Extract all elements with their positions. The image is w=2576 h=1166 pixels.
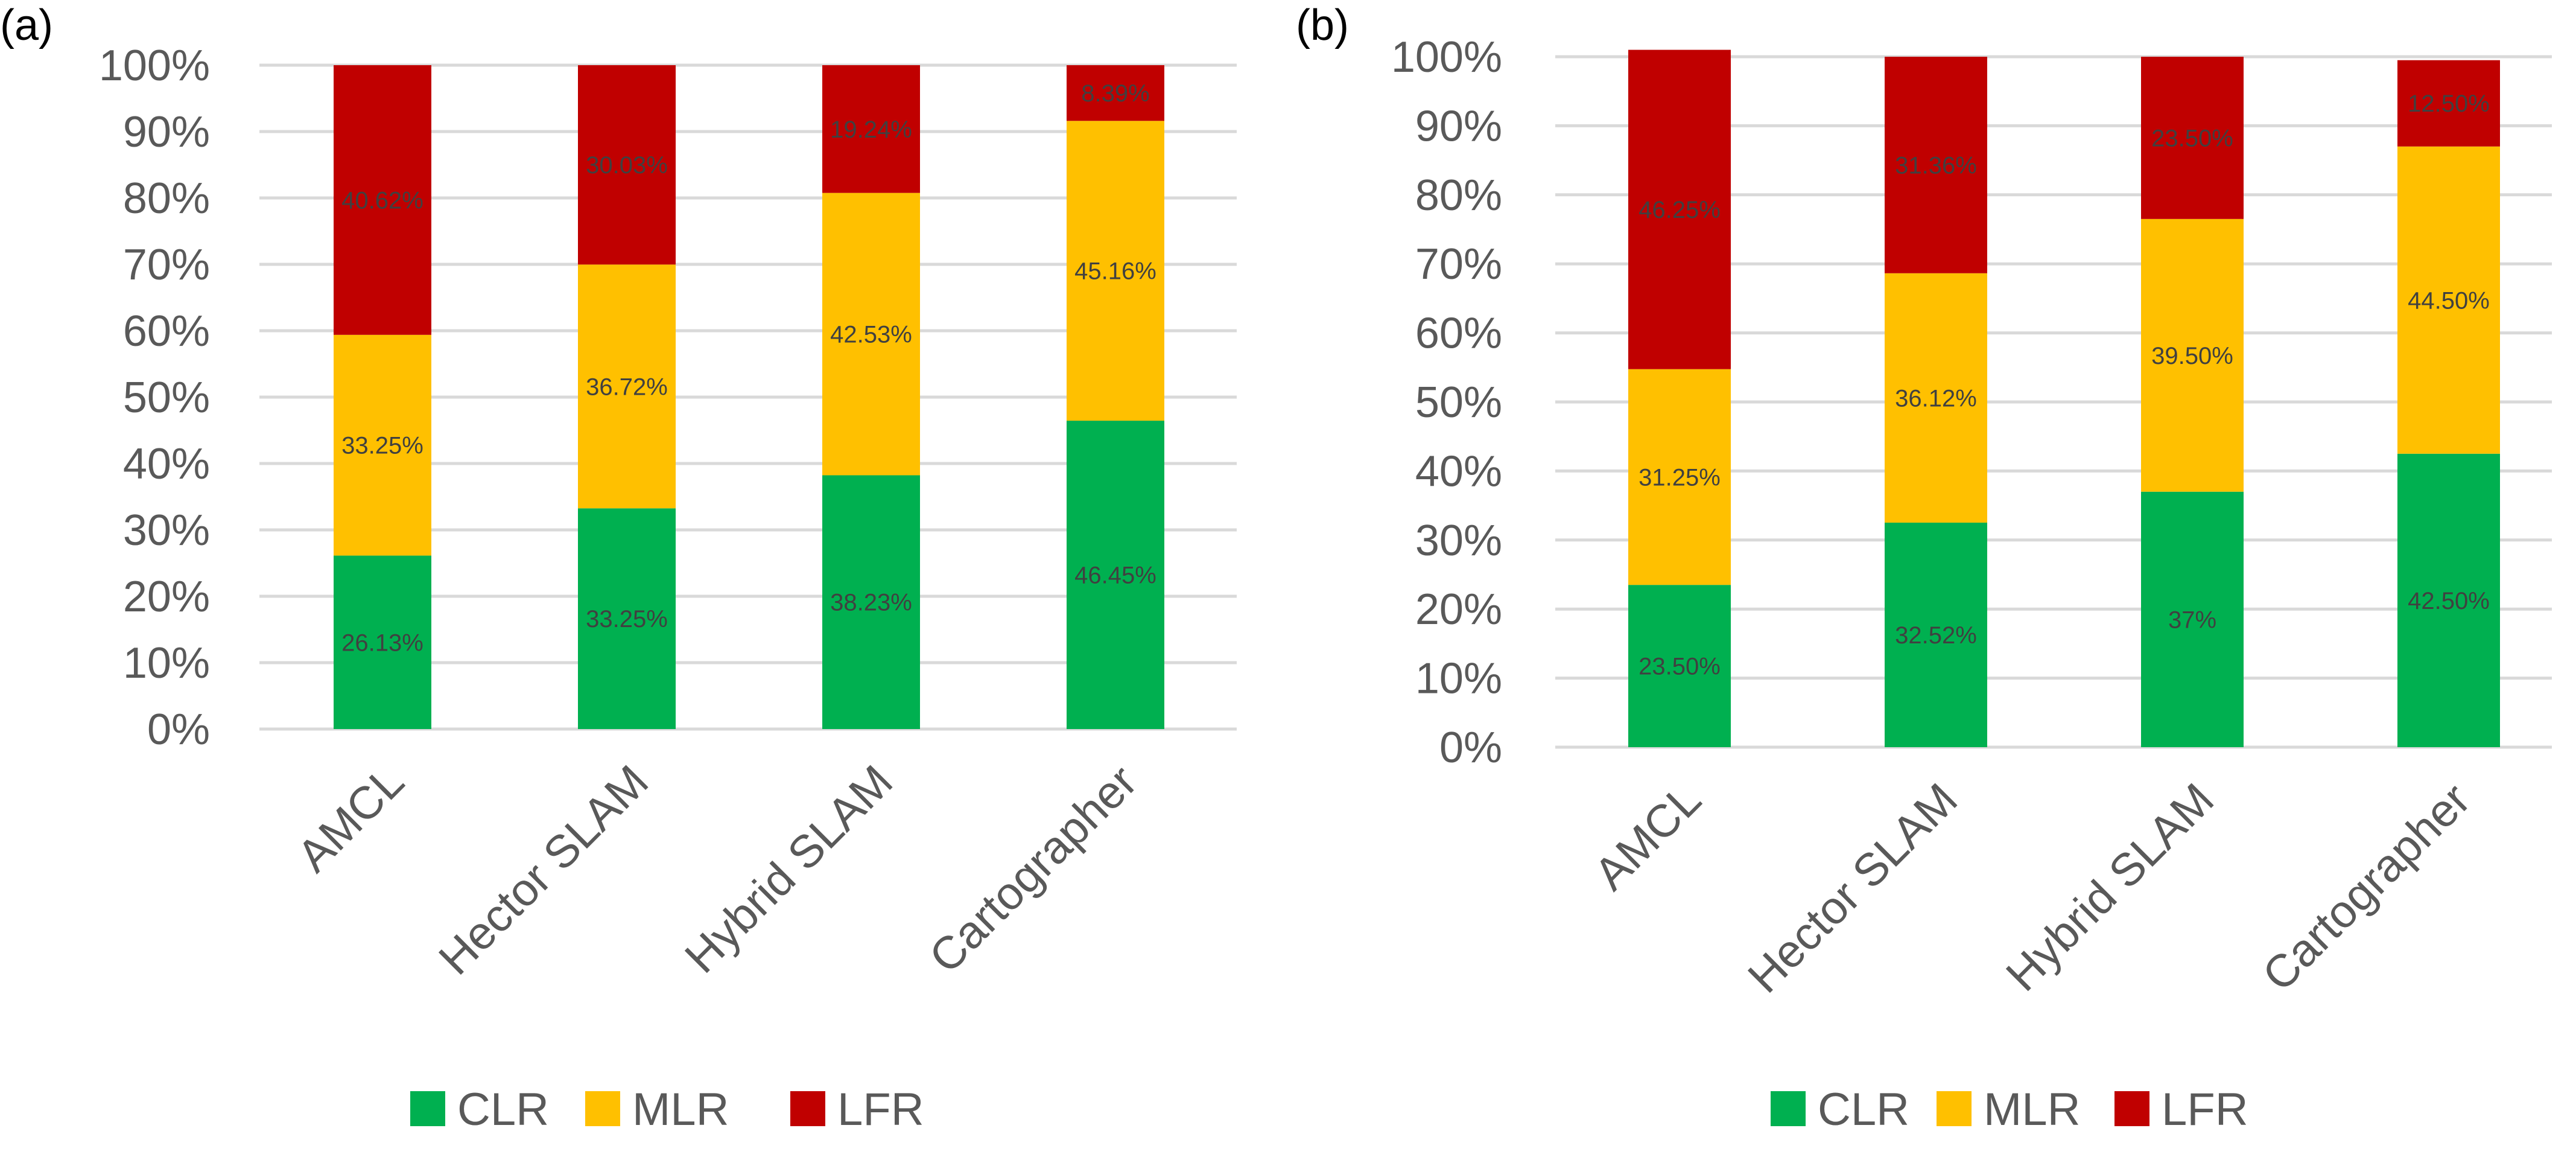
x-tick-label: AMCL — [288, 756, 414, 882]
data-label: 36.72% — [586, 374, 668, 400]
y-tick-label: 60% — [123, 307, 210, 355]
data-label: 46.25% — [1639, 197, 1721, 223]
bar-lfr-hybrid-slam — [2141, 57, 2244, 219]
legend-swatch-mlr — [1937, 1091, 1972, 1126]
panel-a-label: (a) — [0, 1, 53, 49]
bar-lfr-hector-slam — [578, 65, 676, 265]
data-label: 40.62% — [341, 187, 424, 214]
panel-b-label: (b) — [1296, 1, 1349, 49]
y-tick-label: 90% — [1415, 102, 1502, 150]
data-label: 26.13% — [341, 629, 424, 656]
y-tick-label: 40% — [123, 440, 210, 488]
x-tick-label: AMCL — [1585, 774, 1711, 900]
data-label: 19.24% — [830, 116, 912, 143]
y-tick-label: 40% — [1415, 447, 1502, 495]
y-tick-label: 30% — [1415, 517, 1502, 565]
data-label: 36.12% — [1895, 385, 1977, 412]
panel-a-chart: (a) 0% 10% 20% 30% 40% 50% 60% 70% 80% 90% 100% 26.… — [0, 1, 1237, 1135]
bar-mlr-amcl — [334, 334, 431, 556]
bar-mlr-hector-slam — [1885, 273, 1987, 523]
legend-swatch-clr — [410, 1091, 445, 1126]
bar-lfr-cartographer — [1067, 65, 1164, 121]
y-tick-label: 20% — [123, 573, 210, 621]
y-tick-label: 90% — [123, 108, 210, 156]
legend-label-lfr: LFR — [837, 1084, 924, 1135]
x-tick-label: Hector SLAM — [429, 756, 658, 985]
data-label: 46.45% — [1074, 562, 1156, 589]
bar-lfr-hector-slam — [1885, 57, 1987, 273]
legend-label-clr: CLR — [1818, 1084, 1909, 1135]
bar-clr-amcl — [1628, 585, 1731, 747]
legend-swatch-clr — [1771, 1091, 1806, 1126]
y-tick-label: 50% — [123, 374, 210, 422]
legend-label-mlr: MLR — [632, 1084, 729, 1135]
bar-mlr-amcl — [1628, 369, 1731, 585]
data-label: 37% — [2168, 607, 2216, 633]
y-tick-label: 70% — [123, 241, 210, 289]
data-label: 32.52% — [1895, 622, 1977, 649]
bar-lfr-hybrid-slam — [822, 65, 920, 193]
bar-mlr-cartographer — [2397, 146, 2500, 454]
data-label: 31.36% — [1895, 152, 1977, 179]
legend-swatch-lfr — [2114, 1091, 2149, 1126]
y-tick-label: 80% — [1415, 171, 1502, 220]
data-label: 30.03% — [586, 152, 668, 179]
bar-clr-hector-slam — [578, 508, 676, 729]
data-label: 45.16% — [1074, 258, 1156, 285]
x-tick-label: Hybrid SLAM — [675, 756, 903, 983]
bar-clr-hybrid-slam — [822, 475, 920, 729]
bar-clr-cartographer — [1067, 421, 1164, 729]
x-tick-label: Cartographer — [919, 756, 1147, 983]
y-tick-label: 50% — [1415, 378, 1502, 427]
y-tick-label: 70% — [1415, 240, 1502, 288]
y-tick-label: 100% — [1391, 33, 1502, 81]
bar-clr-hector-slam — [1885, 522, 1987, 747]
x-tick-label: Hybrid SLAM — [1996, 774, 2224, 1001]
bar-clr-hybrid-slam — [2141, 491, 2244, 747]
y-tick-label: 60% — [1415, 310, 1502, 358]
data-label: 23.50% — [2151, 125, 2233, 151]
y-tick-label: 0% — [1439, 724, 1502, 772]
data-label: 38.23% — [830, 590, 912, 616]
y-tick-label: 0% — [147, 706, 210, 754]
y-tick-label: 20% — [1415, 585, 1502, 634]
y-tick-label: 30% — [123, 506, 210, 555]
legend-label-clr: CLR — [457, 1084, 549, 1135]
legend-label-lfr: LFR — [2162, 1084, 2248, 1135]
x-tick-label: Hector SLAM — [1738, 774, 1967, 1003]
panel-b-chart: (b) 0% 10% 20% 30% 40% 50% 60% 70% 80% 90% 100% 23.… — [1296, 1, 2552, 1135]
y-tick-label: 10% — [123, 639, 210, 687]
bar-lfr-amcl — [334, 65, 431, 335]
x-tick-label: Cartographer — [2253, 774, 2480, 1001]
legend-swatch-mlr — [585, 1091, 620, 1126]
data-label: 42.50% — [2408, 588, 2490, 614]
legend-swatch-lfr — [790, 1091, 825, 1126]
data-label: 23.50% — [1639, 654, 1721, 680]
legend-label-mlr: MLR — [1984, 1084, 2080, 1135]
data-label: 33.25% — [341, 433, 424, 459]
bar-clr-cartographer — [2397, 453, 2500, 747]
bar-lfr-amcl — [1628, 49, 1731, 369]
bar-clr-amcl — [334, 555, 431, 729]
y-tick-label: 80% — [123, 174, 210, 223]
data-label: 12.50% — [2408, 91, 2490, 117]
y-tick-label: 100% — [99, 42, 210, 90]
bar-mlr-hybrid-slam — [822, 193, 920, 476]
bar-lfr-cartographer — [2397, 60, 2500, 147]
data-label: 42.53% — [830, 322, 912, 348]
bar-mlr-hector-slam — [578, 264, 676, 509]
y-tick-label: 10% — [1415, 655, 1502, 703]
data-label: 44.50% — [2408, 287, 2490, 314]
bar-mlr-hybrid-slam — [2141, 218, 2244, 492]
data-label: 33.25% — [586, 606, 668, 632]
data-label: 39.50% — [2151, 343, 2233, 369]
data-label: 31.25% — [1639, 464, 1721, 491]
bar-mlr-cartographer — [1067, 121, 1164, 421]
data-label: 8.39% — [1081, 80, 1149, 107]
